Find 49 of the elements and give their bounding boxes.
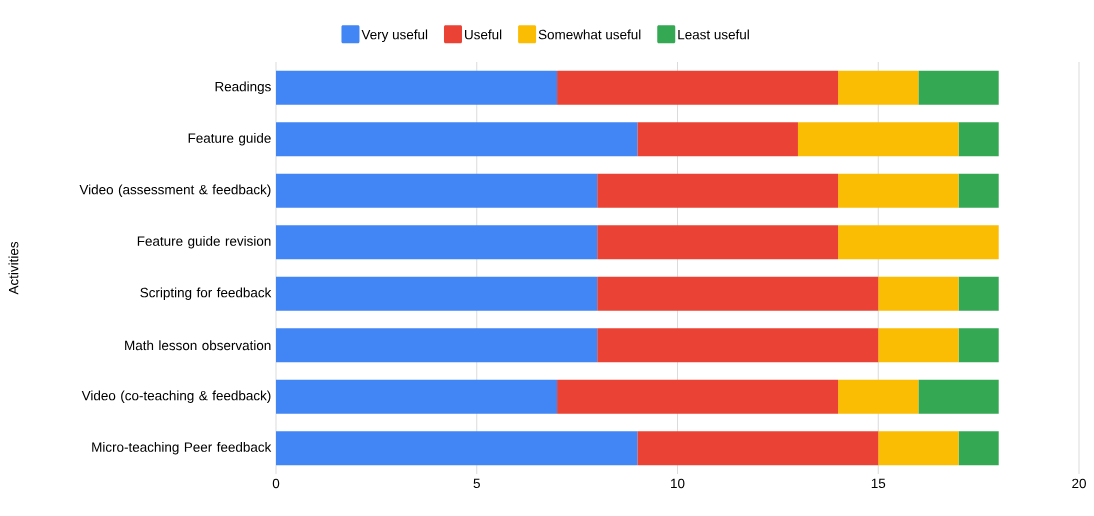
y-tick-label: Scripting for feedback	[140, 287, 272, 301]
bar	[276, 328, 598, 363]
y-tick-label: Feature guide revision	[137, 235, 271, 249]
y-tick-label: Math lesson observation	[125, 340, 271, 351]
legend-label: Very useful	[361, 29, 428, 42]
bar	[557, 379, 839, 414]
bar	[276, 379, 558, 414]
x-tick-label: 0	[272, 478, 280, 489]
y-tick-label: Feature guide	[188, 132, 271, 146]
x-tick-label: 15	[871, 478, 886, 489]
y-axis-title: Activities	[8, 241, 19, 295]
bar	[958, 328, 999, 363]
bar	[878, 328, 959, 363]
bar	[597, 173, 839, 208]
legend-label: Least useful	[678, 29, 749, 40]
bar	[878, 431, 959, 466]
bar	[637, 122, 798, 157]
bar	[276, 431, 638, 466]
bar	[958, 276, 999, 311]
x-tick-label: 5	[473, 478, 480, 489]
legend-label: Useful	[465, 29, 502, 40]
bar	[276, 122, 638, 157]
bar	[838, 173, 959, 208]
bar	[918, 379, 999, 414]
bar	[797, 122, 959, 157]
y-tick-label: Video (assessment & feedback)	[79, 184, 271, 198]
bar	[838, 70, 919, 105]
bar	[838, 379, 919, 414]
x-tick-label: 20	[1072, 478, 1086, 489]
bar	[597, 276, 879, 311]
bar	[637, 431, 879, 466]
bar	[878, 276, 959, 311]
bar	[597, 225, 839, 260]
bar	[557, 70, 839, 105]
y-tick-label: Video (co-teaching & feedback)	[81, 390, 271, 404]
bar	[958, 122, 999, 157]
bar	[276, 276, 598, 311]
y-tick-label: Readings	[215, 81, 271, 95]
bar	[958, 431, 999, 466]
bar	[597, 328, 879, 363]
y-tick-label: Micro-teaching Peer feedback	[92, 441, 272, 455]
bar	[918, 70, 999, 105]
bar	[958, 173, 999, 208]
legend-label: Somewhat useful	[538, 29, 641, 40]
bar	[838, 225, 999, 260]
x-tick-label: 10	[671, 478, 685, 489]
bar	[276, 225, 598, 260]
bar	[276, 173, 598, 208]
bar	[276, 70, 558, 105]
